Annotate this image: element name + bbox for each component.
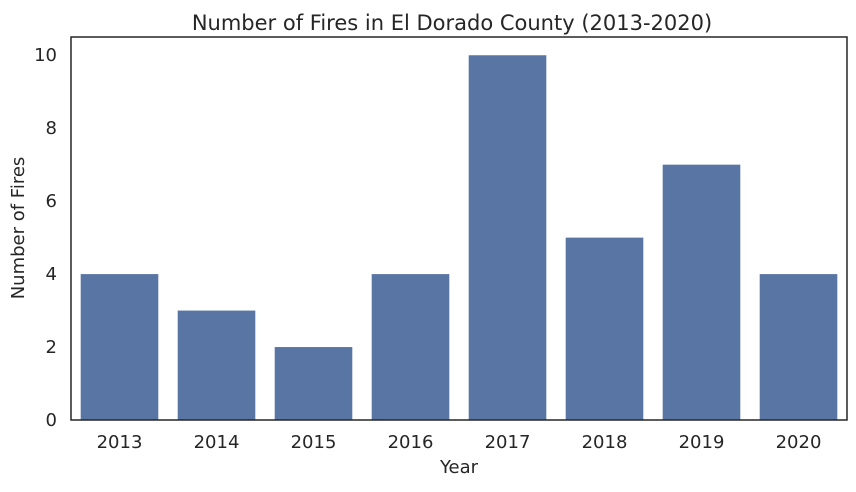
bar-2020: [759, 274, 838, 420]
x-tick-label-2016: 2016: [388, 432, 434, 453]
x-tick-label-2017: 2017: [485, 432, 531, 453]
x-tick-label-2014: 2014: [194, 432, 240, 453]
x-tick-label-2019: 2019: [679, 432, 725, 453]
y-tick-label-10: 10: [34, 45, 57, 66]
y-tick-label-4: 4: [46, 264, 57, 285]
bar-2013: [80, 274, 159, 420]
y-tick-layer: 0 2 4 6 8 10: [34, 45, 57, 431]
bars-layer: [80, 55, 838, 420]
bar-2017: [468, 55, 547, 420]
y-tick-label-0: 0: [46, 410, 57, 431]
y-axis-label: Number of Fires: [8, 157, 29, 300]
bar-2018: [565, 237, 644, 420]
y-tick-label-2: 2: [46, 337, 57, 358]
bar-2014: [177, 310, 256, 420]
bar-2019: [662, 164, 741, 420]
x-tick-label-2018: 2018: [582, 432, 628, 453]
x-tick-label-2015: 2015: [291, 432, 337, 453]
plot-frame: [70, 36, 848, 421]
x-axis-label: Year: [439, 457, 479, 478]
y-tick-label-6: 6: [46, 191, 57, 212]
bar-2015: [274, 347, 353, 420]
chart-title: Number of Fires in El Dorado County (201…: [192, 11, 712, 35]
x-tick-label-2013: 2013: [97, 432, 143, 453]
x-tick-label-2020: 2020: [776, 432, 822, 453]
bar-2016: [371, 274, 450, 420]
x-tick-layer: 2013 2014 2015 2016 2017 2018 2019 2020: [97, 432, 822, 453]
y-tick-label-8: 8: [46, 118, 57, 139]
